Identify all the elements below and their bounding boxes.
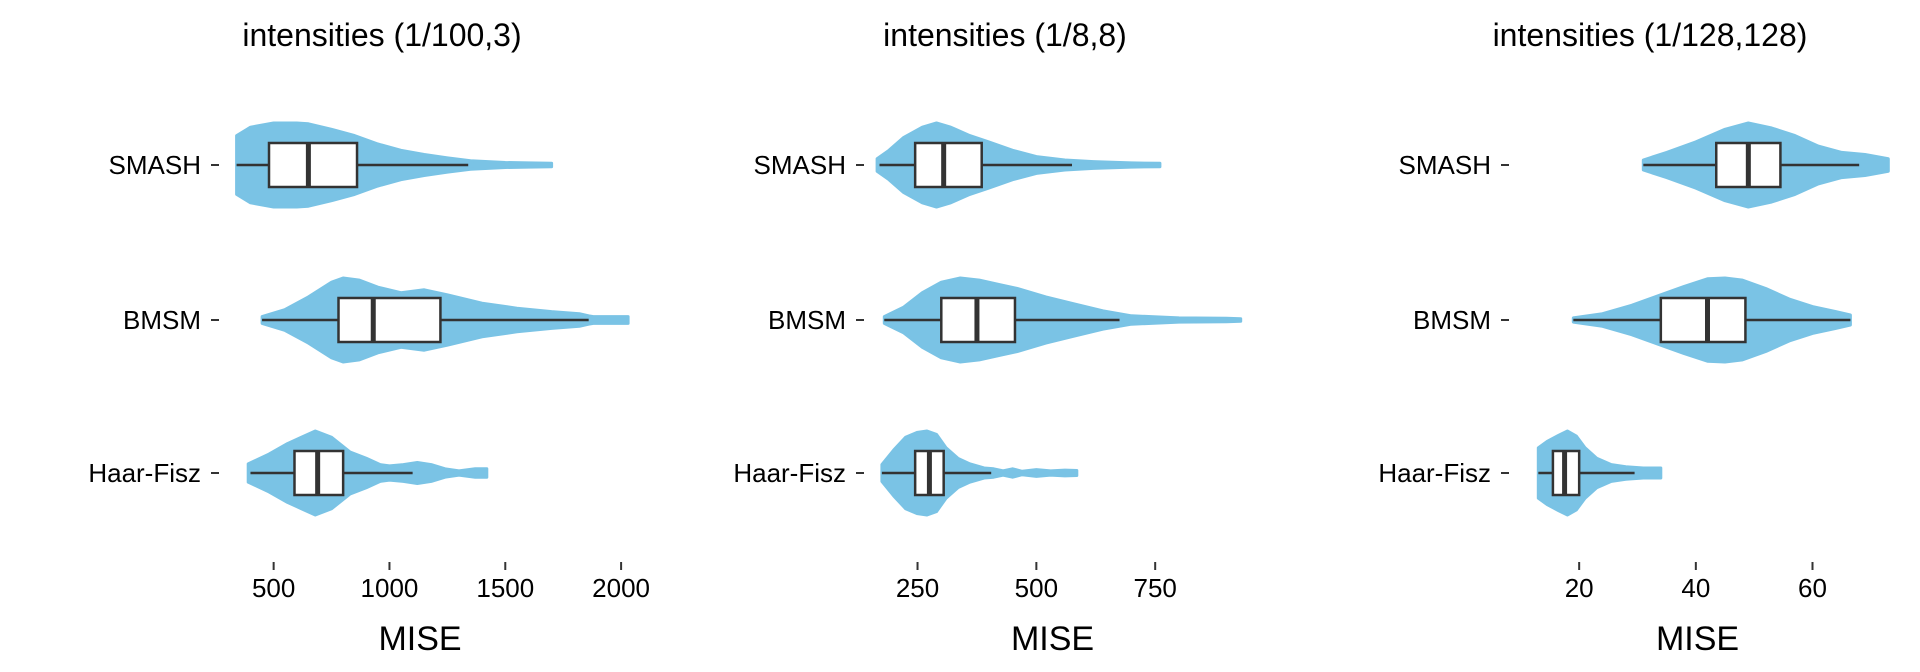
category-label-bmsm: BMSM (768, 305, 846, 335)
category-labels: SMASH BMSM Haar-Fisz (88, 150, 219, 488)
category-label-haar-fisz: Haar-Fisz (88, 458, 201, 488)
x-tick-labels: 20 40 60 (1565, 562, 1827, 603)
violin-group (880, 429, 1079, 517)
violin-group (1641, 121, 1890, 209)
x-tick-label: 2000 (592, 573, 650, 603)
violin-group (1571, 276, 1852, 364)
violin-group (260, 276, 630, 364)
category-label-smash: SMASH (109, 150, 201, 180)
category-label-smash: SMASH (1399, 150, 1491, 180)
chart-panel-intensities-1-100-3: intensities (1/100,3) SMASH BMSM Haar-Fi… (88, 17, 650, 658)
category-label-haar-fisz: Haar-Fisz (733, 458, 846, 488)
x-axis-title: MISE (378, 620, 461, 658)
chart-panel-title: intensities (1/100,3) (242, 17, 521, 53)
violin-group (235, 121, 554, 209)
x-tick-label: 500 (252, 573, 295, 603)
x-tick-label: 1500 (476, 573, 534, 603)
x-tick-label: 20 (1565, 573, 1594, 603)
violin-group (882, 276, 1243, 364)
x-tick-label: 750 (1133, 573, 1176, 603)
x-tick-labels: 500 1000 1500 2000 (252, 562, 650, 603)
chart-panel-intensities-1-8-8: intensities (1/8,8) SMASH BMSM Haar-Fisz… (733, 17, 1243, 658)
category-label-bmsm: BMSM (123, 305, 201, 335)
box-iqr (337, 296, 442, 344)
x-axis-title: MISE (1011, 620, 1094, 658)
violin-group (1536, 429, 1663, 517)
category-labels: SMASH BMSM Haar-Fisz (733, 150, 864, 488)
box-iqr (913, 141, 983, 189)
x-tick-label: 500 (1015, 573, 1058, 603)
chart-panel-title: intensities (1/128,128) (1493, 17, 1808, 53)
x-tick-label: 250 (896, 573, 939, 603)
x-tick-label: 60 (1798, 573, 1827, 603)
chart-panel-title: intensities (1/8,8) (883, 17, 1127, 53)
category-label-bmsm: BMSM (1413, 305, 1491, 335)
x-tick-label: 1000 (361, 573, 419, 603)
box-iqr (1659, 296, 1747, 344)
chart-panel-intensities-1-128-128: intensities (1/128,128) SMASH BMSM Haar-… (1378, 17, 1890, 658)
category-label-haar-fisz: Haar-Fisz (1378, 458, 1491, 488)
category-label-smash: SMASH (754, 150, 846, 180)
violin-group (875, 121, 1162, 209)
x-axis-title: MISE (1656, 620, 1739, 658)
box-iqr (267, 141, 359, 189)
category-labels: SMASH BMSM Haar-Fisz (1378, 150, 1509, 488)
x-tick-labels: 250 500 750 (896, 562, 1177, 603)
x-tick-label: 40 (1681, 573, 1710, 603)
violin-group (246, 429, 489, 517)
